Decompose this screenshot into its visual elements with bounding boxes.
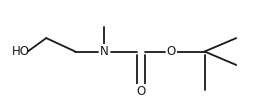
Text: N: N: [100, 45, 109, 58]
Text: O: O: [136, 85, 146, 98]
Text: O: O: [166, 45, 176, 58]
Text: HO: HO: [12, 45, 30, 58]
